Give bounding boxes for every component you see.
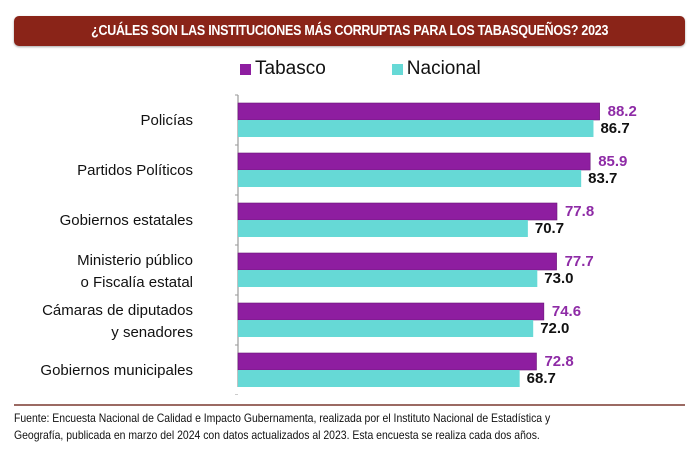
footer-divider <box>14 404 685 406</box>
legend-swatch-tabasco <box>240 63 251 75</box>
bar-tabasco <box>237 302 545 321</box>
bar-nacional <box>238 170 582 187</box>
category-label: Ministerio público o Fiscalía estatal <box>77 252 193 291</box>
bar-nacional <box>238 120 594 137</box>
data-label-tabasco: 74.6 <box>552 303 581 320</box>
data-label-nacional: 83.7 <box>588 170 617 187</box>
source-note-line-2: Geografía, publicada en marzo del 2024 c… <box>14 428 540 442</box>
data-label-nacional: 72.0 <box>540 320 569 337</box>
category-label: Policías <box>140 112 193 129</box>
data-label-nacional: 68.7 <box>527 370 556 387</box>
data-label-tabasco: 77.7 <box>565 253 594 270</box>
legend-label-nacional: Nacional <box>406 58 481 79</box>
legend-item-tabasco: Tabasco <box>240 58 326 80</box>
source-note: Fuente: Encuesta Nacional de Calidad e I… <box>14 410 623 444</box>
data-label-nacional: 86.7 <box>600 120 629 137</box>
data-label-tabasco: 85.9 <box>598 153 627 170</box>
data-label-nacional: 70.7 <box>535 220 564 237</box>
chart-legend: Tabasco Nacional <box>240 58 547 80</box>
category-label: Gobiernos estatales <box>60 212 193 229</box>
data-label-tabasco: 72.8 <box>544 353 573 370</box>
bar-tabasco <box>237 152 591 171</box>
legend-swatch-nacional <box>391 63 403 75</box>
category-label: Partidos Políticos <box>77 162 193 179</box>
bar-tabasco <box>237 252 557 271</box>
chart-title: ¿CUÁLES SON LAS INSTITUCIONES MÁS CORRUP… <box>90 23 609 39</box>
bar-nacional <box>238 220 528 237</box>
category-label: Cámaras de diputados y senadores <box>42 302 193 341</box>
legend-label-tabasco: Tabasco <box>255 58 326 79</box>
legend-item-nacional: Nacional <box>391 58 481 80</box>
data-label-tabasco: 77.8 <box>565 203 594 220</box>
bar-chart: Policías 88.286.7 Partidos Políticos 85.983… <box>40 94 637 395</box>
chart-title-banner: ¿CUÁLES SON LAS INSTITUCIONES MÁS CORRUP… <box>14 16 685 46</box>
bar-tabasco <box>237 102 600 121</box>
data-label-nacional: 73.0 <box>544 270 573 287</box>
source-note-line-1: Fuente: Encuesta Nacional de Calidad e I… <box>14 411 551 425</box>
category-label: Gobiernos municipales <box>40 362 193 379</box>
bar-tabasco <box>237 352 537 371</box>
bar-nacional <box>238 320 534 337</box>
data-label-tabasco: 88.2 <box>608 103 637 120</box>
bar-nacional <box>238 370 520 387</box>
bar-nacional <box>238 270 538 287</box>
bar-tabasco <box>237 202 558 221</box>
